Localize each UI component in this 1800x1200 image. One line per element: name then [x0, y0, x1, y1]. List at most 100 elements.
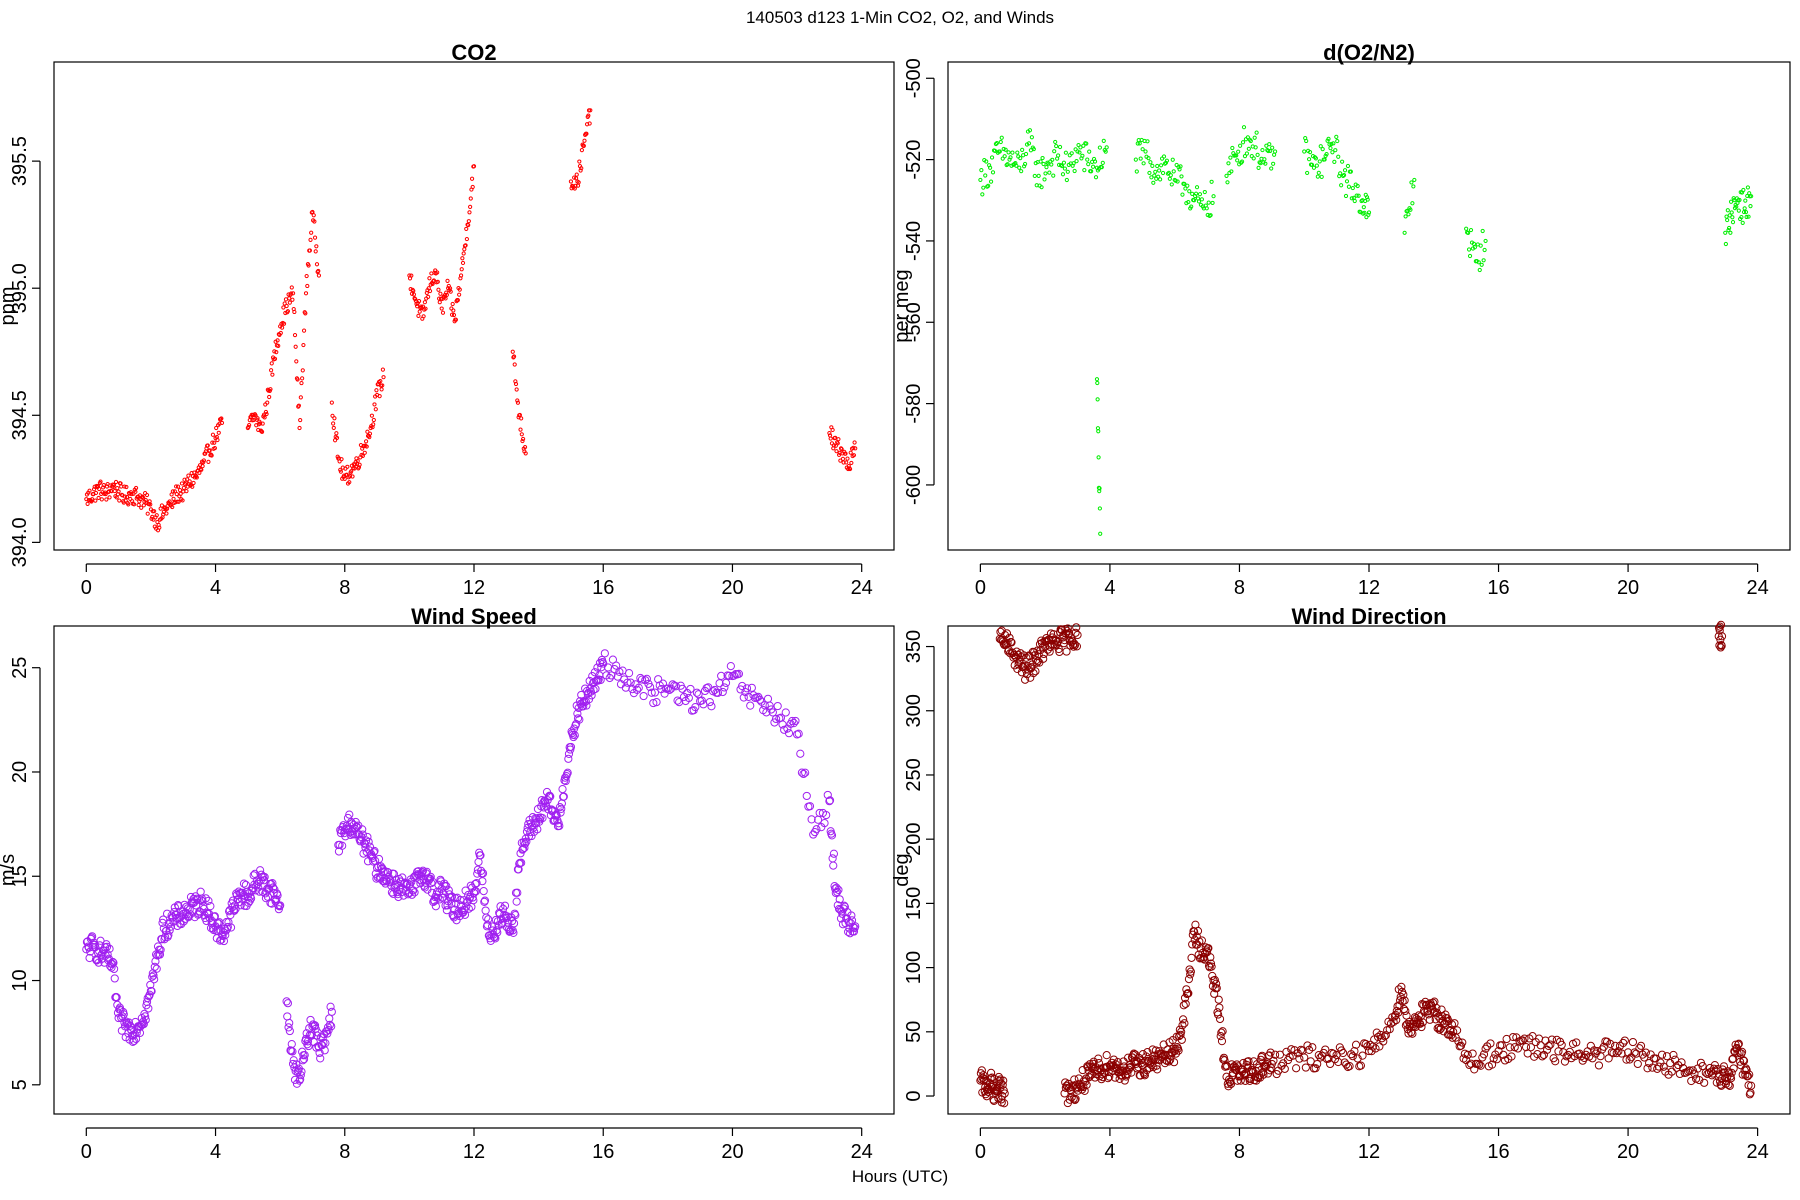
co2-point [330, 413, 335, 418]
wdir-point [1000, 631, 1010, 640]
wdir-point [1270, 1050, 1280, 1059]
o2n2-point [1346, 184, 1352, 189]
o2n2-point [1305, 170, 1310, 176]
co2-point [299, 380, 304, 386]
co2-point [307, 248, 312, 253]
o2n2-x-tick-label: 4 [1104, 577, 1115, 599]
o2n2-point [1164, 158, 1170, 163]
wdir-point [1635, 1044, 1644, 1053]
wind-speed-panel: Wind Speed 0 4 8 12 16 20 24 5 10 15 20 25 m/s [0, 604, 895, 1163]
o2n2-point [1335, 138, 1340, 144]
co2-point [586, 113, 591, 118]
wdir-point [1182, 985, 1191, 994]
wspd-point [239, 879, 249, 888]
o2n2-x-tick-label: 0 [975, 577, 986, 599]
wdir-point [1308, 1043, 1317, 1052]
co2-point [840, 456, 846, 461]
wdir-y-tick-label: 100 [903, 951, 925, 984]
wdir-point [1070, 641, 1080, 650]
co2-point [210, 440, 215, 445]
co2-point [119, 484, 124, 489]
wdir-point [1565, 1047, 1574, 1056]
wspd-point [358, 825, 367, 834]
wdir-title: Wind Direction [1291, 604, 1446, 629]
wspd-point [173, 901, 183, 910]
wspd-point [483, 920, 492, 930]
wdir-point [1184, 975, 1194, 984]
wdir-point [1729, 1064, 1738, 1073]
co2-point [575, 183, 581, 188]
co2-point [111, 484, 116, 490]
wspd-point [825, 797, 834, 806]
o2n2-point [1253, 145, 1258, 150]
wdir-point [1351, 1040, 1361, 1049]
wspd-point [261, 894, 271, 903]
wspd-point [184, 911, 194, 921]
wspd-point [563, 768, 572, 777]
wdir-x-tick-label: 20 [1617, 1141, 1639, 1163]
wdir-point [1725, 1081, 1734, 1090]
co2-point [207, 448, 212, 453]
wspd-point [647, 688, 656, 697]
wspd-point [215, 936, 225, 945]
o2n2-panel: d(O2/N2) 0 4 8 12 16 20 24 -600 -580 -560 -540 -520 -… [891, 40, 1791, 599]
wdir-point [1546, 1040, 1555, 1049]
wspd-point [612, 661, 621, 670]
wspd-point [575, 715, 584, 724]
o2n2-point [1313, 156, 1318, 161]
wdir-point [1292, 1064, 1301, 1073]
wdir-point [1554, 1047, 1563, 1056]
o2n2-point [1099, 165, 1104, 170]
wspd-point [600, 649, 609, 658]
o2n2-point [1160, 170, 1166, 176]
co2-point [212, 440, 217, 445]
o2n2-point [1171, 169, 1176, 174]
wdir-point [1217, 1028, 1226, 1037]
wspd-point [166, 918, 175, 927]
wdir-point [1338, 1048, 1348, 1058]
co2-point [579, 166, 584, 171]
o2n2-point [1092, 159, 1098, 164]
co2-point [316, 273, 322, 278]
wdir-point [1200, 955, 1209, 964]
wspd-point [692, 688, 702, 697]
co2-point [219, 416, 224, 421]
wspd-point [555, 821, 564, 831]
o2n2-point [1730, 215, 1735, 220]
co2-point [117, 498, 122, 503]
co2-point [101, 483, 106, 488]
wdir-point [1142, 1065, 1151, 1075]
wspd-point [274, 905, 283, 914]
wspd-point [784, 729, 794, 738]
co2-point [144, 492, 150, 498]
wdir-point [986, 1068, 996, 1077]
co2-point [191, 480, 196, 486]
wspd-point [765, 701, 774, 710]
o2n2-point [1345, 163, 1351, 169]
o2n2-point [1338, 171, 1343, 176]
wspd-point [323, 1029, 332, 1038]
wdir-point [1651, 1054, 1660, 1063]
o2n2-point [979, 168, 984, 173]
co2-point [833, 435, 838, 440]
wspd-point [835, 895, 844, 904]
o2n2-point [1194, 185, 1200, 190]
co2-point [355, 458, 360, 464]
o2n2-point [998, 139, 1003, 145]
wspd-point [663, 684, 672, 693]
co2-point [853, 446, 858, 451]
wspd-point [713, 688, 723, 697]
o2n2-point [1336, 154, 1341, 159]
o2n2-point [1464, 226, 1469, 231]
o2n2-point [1304, 138, 1309, 144]
wdir-point [1215, 1003, 1224, 1012]
o2n2-point [1023, 151, 1029, 157]
co2-point [285, 309, 291, 314]
wdir-point [1594, 1061, 1604, 1070]
o2n2-point [1746, 214, 1751, 219]
wdir-point [1244, 1057, 1253, 1066]
o2n2-point [1040, 155, 1045, 161]
co2-point [85, 501, 90, 506]
wdir-point [1179, 1015, 1188, 1024]
o2n2-point [1331, 141, 1336, 146]
